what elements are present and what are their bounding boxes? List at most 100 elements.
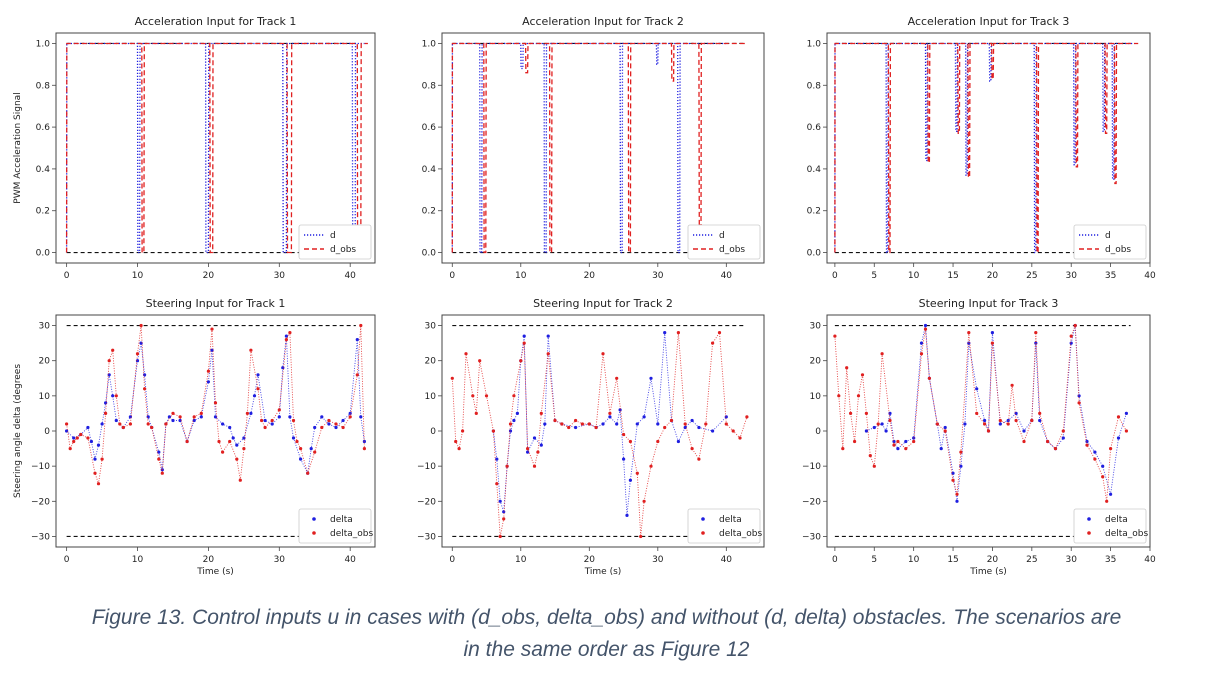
x-tick-label: 0	[64, 271, 70, 281]
y-tick-label: 1.0	[807, 39, 822, 49]
series-delta_obs	[450, 331, 749, 539]
y-tick-label: −20	[417, 497, 436, 507]
data-point	[601, 352, 605, 356]
data-point	[464, 352, 468, 356]
x-tick-label: 30	[652, 271, 664, 281]
legend-box	[1073, 224, 1147, 260]
y-tick-label: 0.4	[36, 165, 51, 175]
data-point	[845, 366, 849, 370]
data-point	[111, 348, 115, 352]
y-tick-label: 10	[810, 392, 822, 402]
y-tick-label: −20	[31, 497, 50, 507]
x-tick-label: 20	[584, 271, 596, 281]
legend: d d_obs	[298, 224, 372, 260]
data-point	[939, 447, 943, 451]
legend: d d_obs	[1073, 224, 1147, 260]
data-point	[711, 429, 715, 433]
y-tick-label: 20	[810, 357, 822, 367]
data-point	[263, 418, 267, 423]
y-tick-label: 0.6	[36, 123, 51, 133]
data-point	[512, 418, 516, 423]
chart-panel-6: Steering Input for Track 3 0 5 10 15 20 25 30 35…	[802, 297, 1156, 577]
data-point	[522, 341, 526, 345]
data-point	[96, 443, 101, 447]
data-point	[639, 534, 643, 539]
data-point	[919, 352, 924, 356]
chart-title: Acceleration Input for Track 3	[908, 15, 1070, 28]
data-point	[288, 415, 292, 419]
data-point	[656, 439, 660, 444]
data-point	[341, 425, 345, 430]
x-tick-label: 20	[203, 555, 215, 565]
x-tick-label: 30	[1065, 555, 1077, 565]
y-tick-label: 0.4	[422, 165, 437, 175]
plot-frame	[441, 314, 765, 548]
data-point	[923, 323, 928, 328]
data-point	[532, 464, 537, 468]
series-line-d	[65, 42, 365, 254]
data-point	[868, 454, 872, 458]
series-line-d	[451, 42, 727, 254]
chart-title: Steering Input for Track 2	[533, 297, 673, 310]
data-point	[864, 411, 869, 415]
data-point	[615, 376, 619, 380]
y-tick-label: 0.8	[422, 81, 437, 91]
data-point	[656, 422, 660, 426]
data-point	[213, 401, 218, 405]
legend-swatch-delta_obs	[1087, 531, 1091, 535]
series-delta_obs	[833, 323, 1128, 503]
plot-area	[451, 42, 747, 254]
data-point	[160, 471, 164, 475]
y-axis-label: PWM Acceleration Signal	[13, 92, 23, 203]
chart-panel-3: Acceleration Input for Track 3 0 5 10 15 20 25…	[807, 15, 1156, 281]
data-point	[856, 394, 861, 398]
data-point	[471, 394, 475, 398]
data-point	[228, 425, 232, 430]
y-tick-label: 30	[425, 322, 437, 332]
data-point	[171, 411, 175, 415]
x-axis-label: Time (s)	[969, 567, 1007, 577]
data-point	[837, 394, 841, 398]
y-tick-label: 0.2	[807, 207, 821, 217]
data-point	[359, 415, 363, 419]
legend-swatch-delta	[1087, 517, 1091, 521]
data-point	[72, 436, 76, 440]
data-point	[327, 418, 331, 423]
series-line-d_obs	[834, 42, 1139, 254]
x-tick-label: 5	[871, 271, 877, 281]
data-point	[491, 429, 495, 433]
data-point	[457, 447, 461, 451]
plot-frame	[826, 314, 1151, 548]
plot-frame	[826, 32, 1151, 264]
chart-title: Steering Input for Track 3	[919, 297, 1059, 310]
data-point	[263, 425, 267, 430]
data-point	[1034, 331, 1038, 335]
y-tick-label: 30	[39, 322, 51, 332]
data-point	[608, 411, 612, 415]
y-tick-label: −10	[802, 462, 821, 472]
y-tick-label: 0.2	[422, 207, 436, 217]
legend-label: delta_obs	[330, 529, 374, 539]
data-point	[635, 471, 639, 475]
data-point	[1006, 422, 1010, 426]
x-tick-label: 35	[1105, 271, 1116, 281]
x-tick-label: 30	[274, 271, 286, 281]
data-point	[245, 411, 249, 415]
series-line-d	[834, 42, 1135, 254]
x-tick-label: 5	[871, 555, 877, 565]
x-tick-label: 25	[1026, 271, 1037, 281]
y-tick-label: −10	[31, 462, 50, 472]
legend-box	[1073, 508, 1147, 544]
plot-area	[833, 323, 1131, 538]
series-trace-delta	[866, 325, 1127, 502]
chart-panel-5: Steering Input for Track 2 0 10 20 30 40 −30 −2…	[417, 297, 765, 577]
y-tick-label: 0	[815, 427, 821, 437]
data-point	[334, 422, 338, 426]
data-point	[676, 331, 681, 335]
data-point	[231, 436, 235, 440]
x-tick-label: 10	[908, 271, 920, 281]
x-tick-label: 10	[132, 555, 144, 565]
series-trace-delta	[492, 332, 727, 516]
legend-box	[298, 224, 372, 260]
data-point	[1053, 447, 1058, 451]
